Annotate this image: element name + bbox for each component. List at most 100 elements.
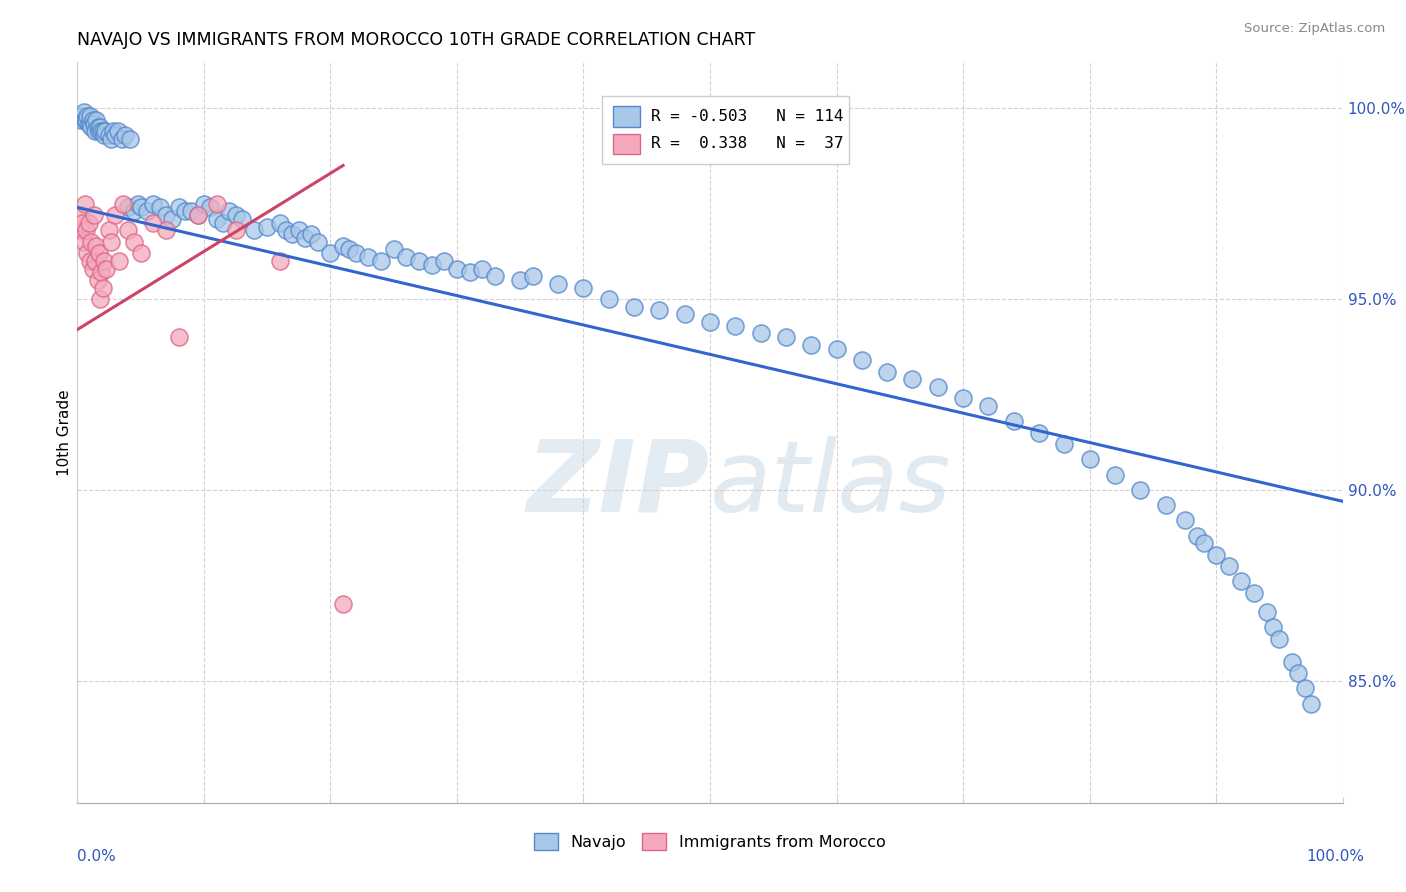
Point — [231, 211, 253, 226]
Point — [162, 211, 183, 226]
Point — [319, 246, 342, 260]
Point — [1301, 697, 1323, 711]
Point — [87, 124, 110, 138]
Point — [70, 112, 93, 127]
Text: 0.0%: 0.0% — [77, 849, 117, 864]
Point — [901, 372, 924, 386]
Point — [149, 201, 172, 215]
Point — [1104, 467, 1126, 482]
Point — [851, 353, 873, 368]
Point — [94, 124, 117, 138]
Point — [117, 201, 139, 215]
Point — [75, 112, 97, 127]
Point — [86, 120, 108, 135]
Point — [108, 253, 131, 268]
Point — [82, 112, 104, 127]
Point — [1002, 414, 1025, 428]
Point — [104, 128, 127, 142]
Point — [77, 116, 100, 130]
Point — [72, 109, 94, 123]
Point — [1263, 620, 1285, 634]
Point — [142, 196, 165, 211]
Point — [111, 196, 134, 211]
Text: ZIP: ZIP — [527, 436, 710, 533]
Point — [129, 246, 152, 260]
Point — [623, 300, 645, 314]
Point — [458, 265, 481, 279]
Point — [281, 227, 304, 242]
Point — [82, 261, 104, 276]
Point — [127, 196, 149, 211]
Point — [269, 253, 291, 268]
Point — [509, 273, 531, 287]
Point — [433, 253, 456, 268]
Point — [80, 120, 103, 135]
Point — [382, 243, 405, 257]
Point — [420, 258, 443, 272]
Point — [174, 204, 197, 219]
Point — [114, 128, 136, 142]
Point — [598, 292, 620, 306]
Point — [218, 204, 240, 219]
Point — [225, 223, 247, 237]
Point — [724, 318, 747, 333]
Point — [339, 243, 360, 257]
Point — [129, 201, 152, 215]
Point — [1281, 655, 1303, 669]
Point — [446, 261, 468, 276]
Point — [205, 211, 228, 226]
Point — [572, 280, 595, 294]
Text: 100.0%: 100.0% — [1306, 849, 1364, 864]
Point — [522, 269, 544, 284]
Point — [89, 292, 111, 306]
Point — [124, 235, 146, 249]
Point — [80, 235, 103, 249]
FancyBboxPatch shape — [613, 106, 641, 127]
Point — [86, 238, 108, 252]
Point — [167, 330, 190, 344]
Point — [91, 280, 114, 294]
Point — [73, 196, 96, 211]
Point — [1187, 529, 1209, 543]
Point — [180, 204, 202, 219]
Point — [800, 338, 823, 352]
Point — [547, 277, 569, 291]
Point — [357, 250, 380, 264]
Point — [1028, 425, 1050, 440]
Y-axis label: 10th Grade: 10th Grade — [56, 389, 72, 476]
Point — [100, 235, 122, 249]
Point — [1288, 666, 1310, 681]
Point — [294, 231, 316, 245]
Point — [370, 253, 392, 268]
Point — [301, 227, 323, 242]
Point — [276, 223, 298, 237]
Point — [186, 208, 209, 222]
Point — [1053, 437, 1076, 451]
Point — [73, 105, 96, 120]
Point — [120, 132, 142, 146]
Legend: Navajo, Immigrants from Morocco: Navajo, Immigrants from Morocco — [526, 825, 894, 858]
Point — [155, 223, 177, 237]
Point — [155, 208, 177, 222]
Point — [83, 116, 105, 130]
Point — [825, 342, 848, 356]
Point — [83, 208, 105, 222]
FancyBboxPatch shape — [613, 134, 641, 154]
Point — [72, 216, 94, 230]
Point — [100, 132, 122, 146]
Point — [225, 208, 247, 222]
Point — [648, 303, 671, 318]
Point — [287, 223, 309, 237]
Point — [408, 253, 430, 268]
Point — [673, 307, 696, 321]
Point — [186, 208, 209, 222]
Point — [1294, 681, 1316, 696]
Point — [79, 253, 101, 268]
Point — [1154, 498, 1177, 512]
Point — [1205, 548, 1227, 562]
Point — [205, 196, 228, 211]
Point — [84, 253, 107, 268]
Point — [87, 246, 110, 260]
Point — [952, 391, 974, 405]
Point — [111, 132, 132, 146]
